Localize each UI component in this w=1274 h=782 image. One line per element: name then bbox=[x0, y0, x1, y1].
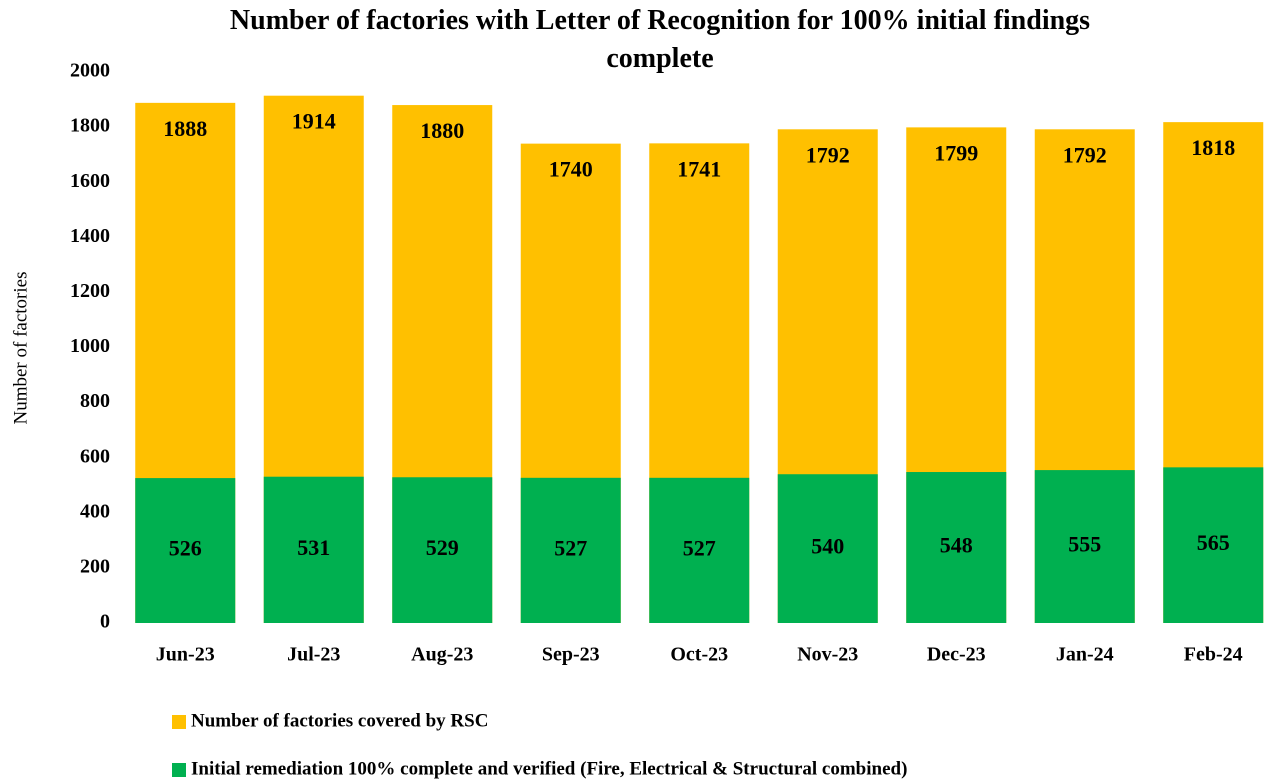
data-label: 1799 bbox=[934, 140, 978, 165]
data-label: 1888 bbox=[163, 116, 207, 141]
data-label: 1880 bbox=[420, 118, 464, 143]
data-label: 1914 bbox=[292, 109, 336, 134]
data-label: 565 bbox=[1197, 530, 1230, 555]
y-tick-label: 1400 bbox=[70, 225, 110, 247]
bar bbox=[1034, 470, 1135, 623]
data-label: 531 bbox=[297, 535, 330, 560]
y-tick-label: 2000 bbox=[70, 60, 110, 82]
y-tick-label: 1200 bbox=[70, 280, 110, 302]
data-label: 529 bbox=[426, 535, 459, 560]
data-label: 527 bbox=[683, 535, 716, 560]
x-tick-label: Nov-23 bbox=[797, 644, 858, 666]
legend-label: Number of factories covered by RSC bbox=[191, 710, 488, 731]
x-tick-label: Feb-24 bbox=[1184, 644, 1243, 666]
x-tick-label: Jun-23 bbox=[156, 644, 215, 666]
x-tick-label: Dec-23 bbox=[927, 644, 986, 666]
legend-label: Initial remediation 100% complete and ve… bbox=[191, 758, 907, 779]
legend-swatch bbox=[172, 715, 186, 729]
data-label: 527 bbox=[554, 535, 587, 560]
chart-title: Number of factories with Letter of Recog… bbox=[229, 5, 1091, 74]
data-label: 1818 bbox=[1191, 135, 1235, 160]
y-tick-label: 800 bbox=[80, 390, 110, 412]
bar bbox=[135, 478, 236, 623]
data-label: 526 bbox=[169, 536, 202, 561]
x-tick-label: Oct-23 bbox=[670, 644, 728, 666]
y-tick-label: 1600 bbox=[70, 170, 110, 192]
bar bbox=[777, 474, 878, 623]
y-tick-label: 600 bbox=[80, 445, 110, 467]
bar bbox=[263, 476, 364, 623]
bar bbox=[1163, 467, 1264, 623]
y-tick-label: 1800 bbox=[70, 115, 110, 137]
bar bbox=[392, 477, 493, 623]
x-tick-label: Jul-23 bbox=[287, 644, 340, 666]
data-label: 1792 bbox=[806, 142, 850, 167]
data-label: 1792 bbox=[1063, 142, 1107, 167]
x-tick-label: Aug-23 bbox=[411, 644, 473, 666]
x-tick-label: Sep-23 bbox=[542, 644, 600, 666]
bar bbox=[906, 472, 1007, 623]
bar bbox=[649, 477, 750, 623]
data-label: 555 bbox=[1068, 532, 1101, 557]
x-tick-label: Jan-24 bbox=[1056, 644, 1114, 666]
data-label: 1741 bbox=[677, 156, 721, 181]
y-axis-label: Number of factories bbox=[10, 272, 31, 425]
y-tick-label: 0 bbox=[100, 611, 110, 633]
bar bbox=[520, 477, 621, 623]
y-tick-label: 1000 bbox=[70, 335, 110, 357]
data-label: 548 bbox=[940, 533, 973, 558]
y-tick-label: 200 bbox=[80, 555, 110, 577]
legend-swatch bbox=[172, 763, 186, 777]
data-label: 540 bbox=[811, 534, 844, 559]
y-tick-label: 400 bbox=[80, 500, 110, 522]
data-label: 1740 bbox=[549, 157, 593, 182]
